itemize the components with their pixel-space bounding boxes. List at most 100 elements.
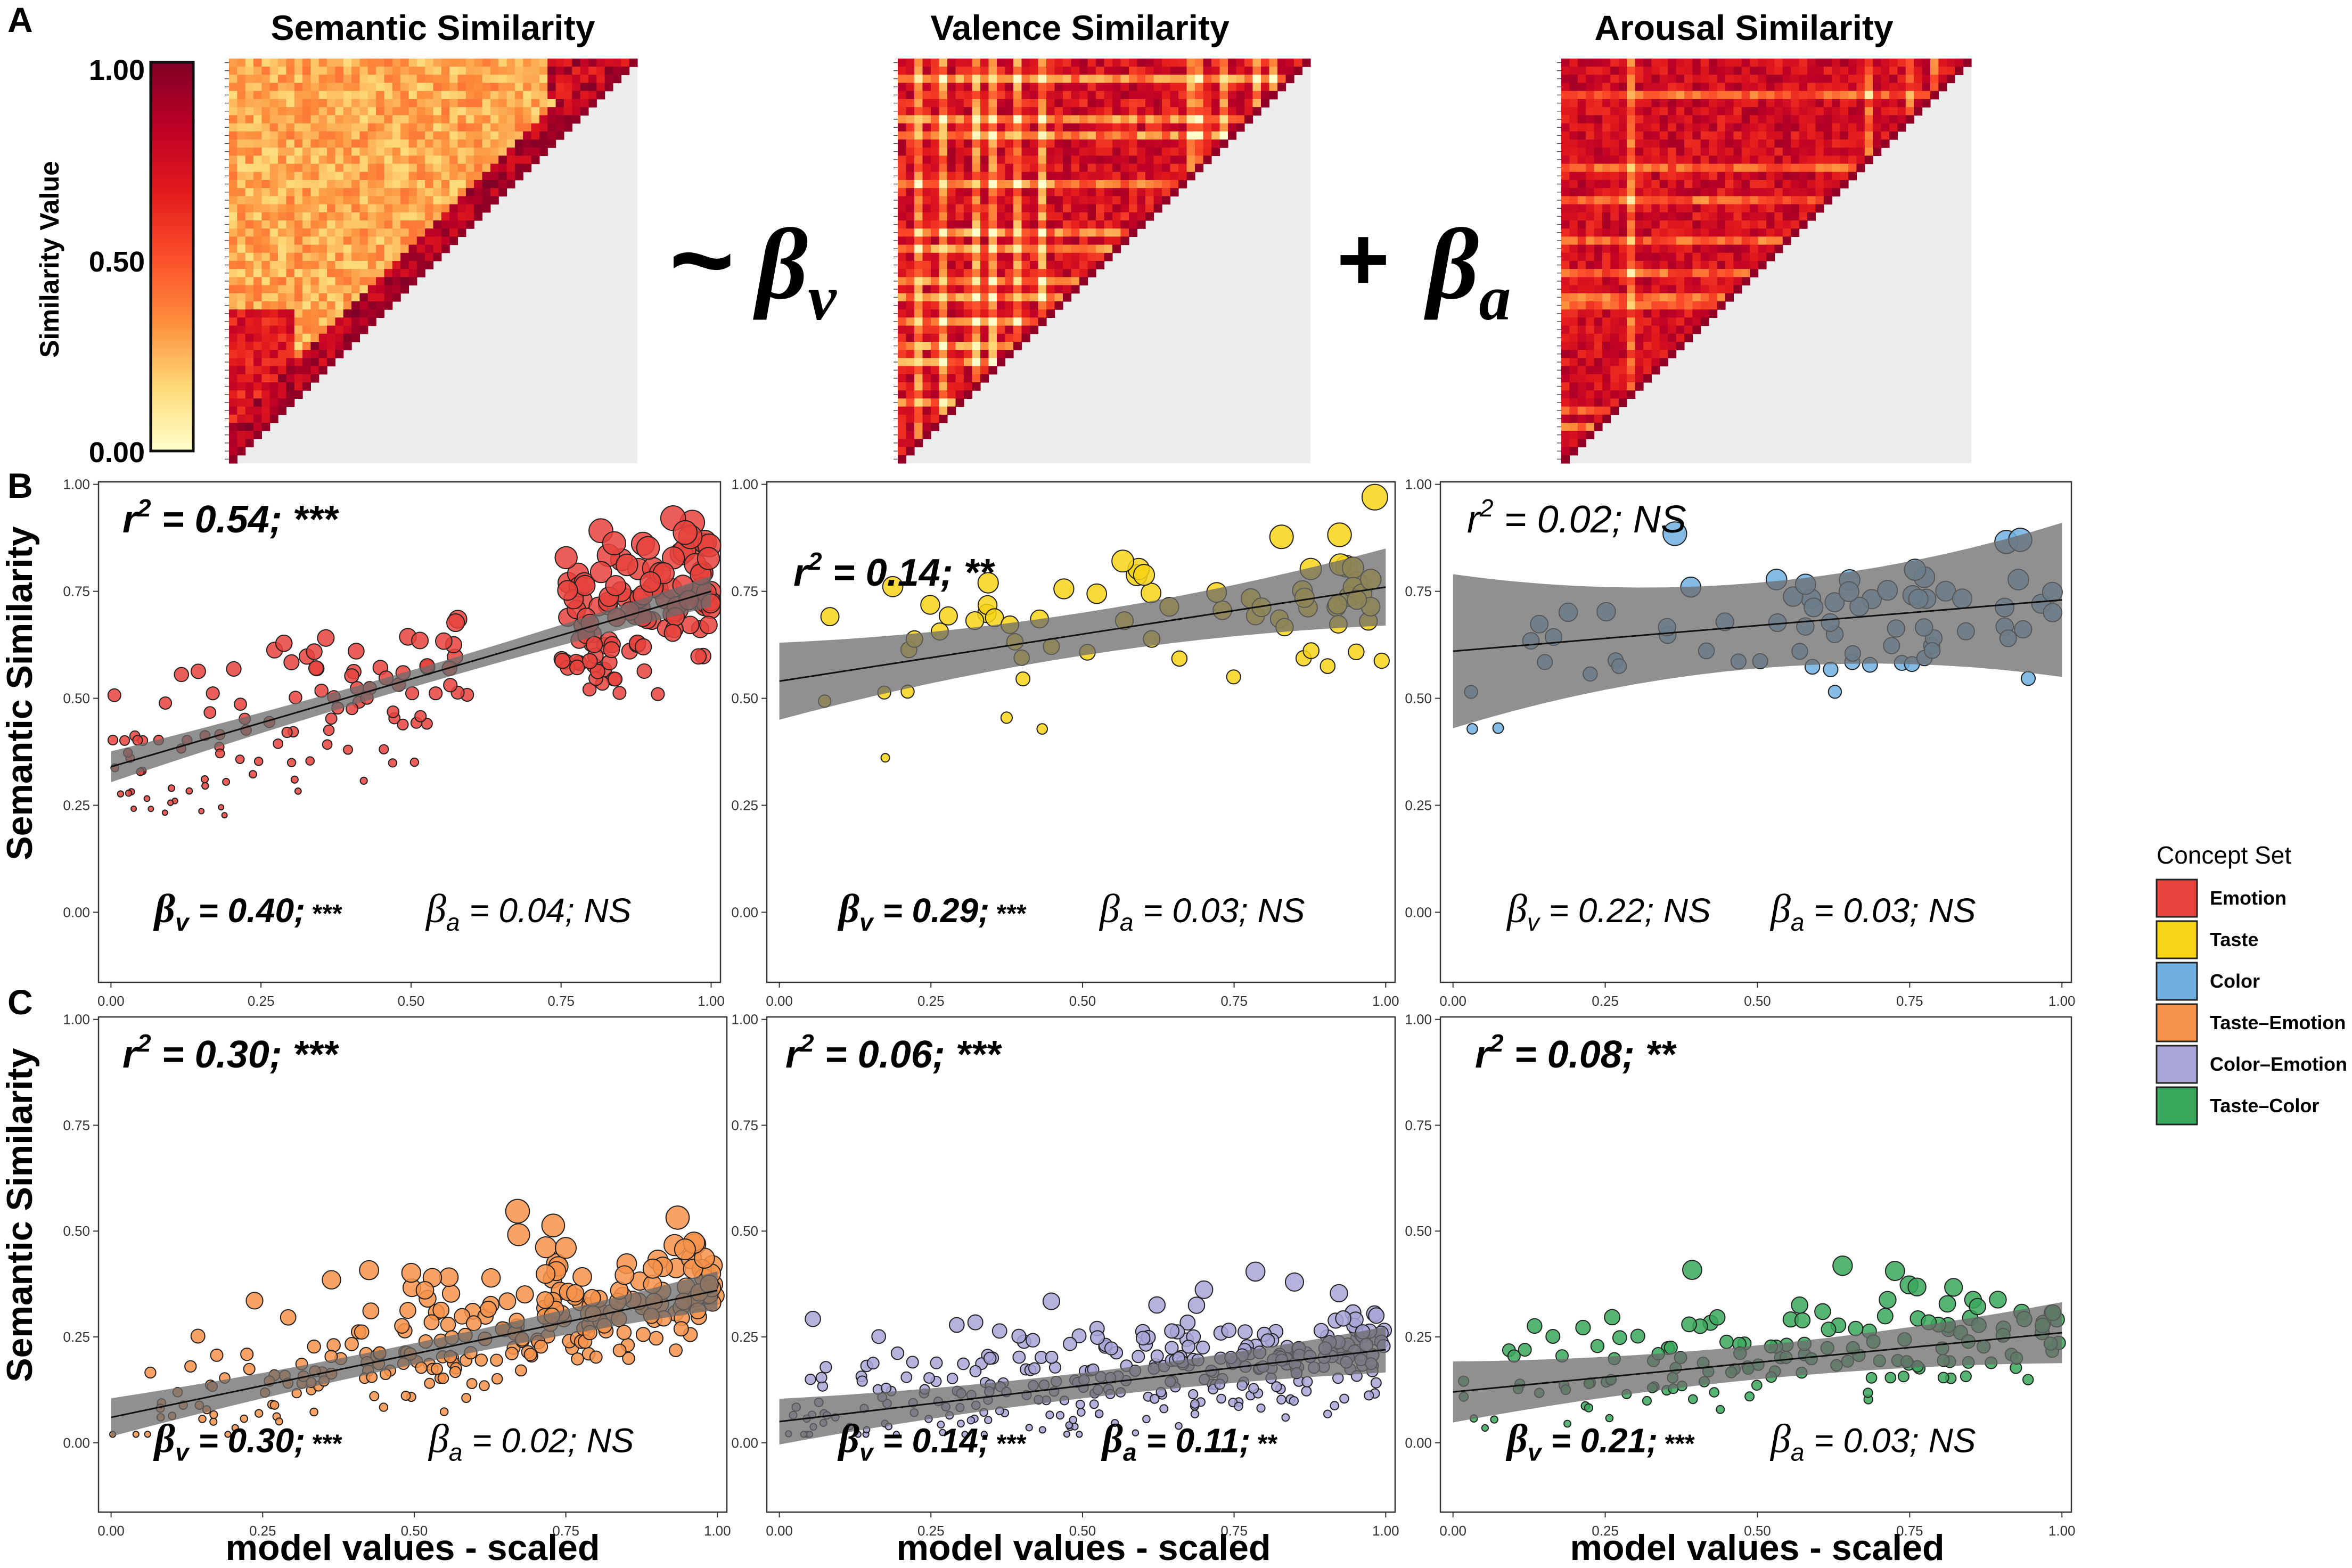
data-point (203, 706, 217, 719)
data-point (305, 756, 315, 766)
heatmap-cell (1782, 188, 1791, 196)
heatmap-cell (416, 220, 425, 229)
heatmap-cell (1651, 107, 1660, 116)
heatmap-cell (947, 293, 956, 302)
heatmap-cell (906, 342, 915, 350)
heatmap-cell (457, 123, 466, 132)
heatmap-cell (327, 147, 336, 156)
heatmap-cell (1799, 155, 1808, 165)
heatmap-cell (1791, 83, 1800, 92)
heatmap-cell (302, 261, 311, 269)
heatmap-cell (261, 220, 271, 229)
heatmap-cell (1013, 75, 1022, 84)
heatmap-cell (1030, 59, 1039, 67)
heatmap-cell (1774, 67, 1783, 75)
heatmap-cell (1178, 107, 1187, 116)
heatmap-cell (1112, 147, 1121, 156)
heatmap-cell (1162, 107, 1171, 116)
heatmap-cell (1823, 107, 1832, 116)
heatmap-cell (359, 188, 368, 196)
heatmap-cell (1676, 171, 1685, 180)
heatmap-cell (547, 99, 556, 108)
heatmap-cell (1120, 131, 1129, 140)
heatmap-cell (441, 212, 450, 221)
heatmap-cell (964, 293, 973, 302)
heatmap-cell (955, 285, 964, 294)
heatmap-cell (1627, 139, 1636, 148)
heatmap-cell (1643, 59, 1652, 67)
heatmap-cell (269, 269, 278, 277)
heatmap-cell (1021, 196, 1030, 205)
heatmap-cell (1815, 115, 1824, 124)
heatmap-cell (922, 147, 931, 156)
data-point (1276, 1394, 1286, 1405)
heatmap-cell (1145, 204, 1154, 213)
heatmap-cell (1741, 188, 1750, 196)
heatmap-cell (400, 59, 409, 67)
heatmap-cell (1046, 188, 1055, 196)
heatmap-cell (1766, 196, 1775, 205)
heatmap-cell (1717, 67, 1726, 75)
heatmap-cell (482, 180, 491, 188)
heatmap-cell (988, 333, 997, 342)
heatmap-cell (327, 261, 336, 269)
heatmap-cell (506, 139, 515, 148)
heatmap-cell (555, 107, 564, 116)
heatmap-cell (408, 228, 417, 237)
heatmap-cell (359, 91, 368, 100)
heatmap-cell (1569, 67, 1578, 75)
heatmap-cell (433, 131, 442, 140)
heatmap-cell (1725, 147, 1734, 156)
heatmap-cell (939, 277, 948, 286)
heatmap-cell (318, 293, 327, 302)
data-point (507, 1223, 530, 1246)
heatmap-cell (972, 99, 981, 108)
heatmap-cell (1203, 59, 1212, 67)
heatmap-cell (1873, 147, 1882, 156)
heatmap-cell (1203, 115, 1212, 124)
heatmap-cell (1676, 155, 1685, 165)
heatmap-cell (261, 423, 271, 431)
heatmap-cell (1129, 107, 1138, 116)
heatmap-cell (514, 83, 523, 92)
data-point (669, 1343, 683, 1358)
data-point (1042, 1292, 1061, 1310)
heatmap-cell (449, 99, 458, 108)
heatmap-cell (1170, 91, 1179, 100)
heatmap-cell (1635, 301, 1644, 310)
heatmap-cell (400, 139, 409, 148)
heatmap-cell (1030, 301, 1039, 310)
heatmap-cell (351, 99, 360, 108)
heatmap-cell (1791, 59, 1800, 67)
heatmap-cell (1594, 358, 1603, 367)
heatmap-cell (367, 317, 376, 326)
heatmap-cell (947, 147, 956, 156)
heatmap-cell (898, 236, 907, 245)
heatmap-cell (302, 212, 311, 221)
heatmap-cell (1561, 261, 1570, 269)
heatmap-cell (253, 277, 262, 286)
heatmap-cell (506, 99, 515, 108)
heatmap-cell (1030, 196, 1039, 205)
heatmap-cell (261, 382, 271, 391)
heatmap-cell (939, 228, 948, 237)
heatmap-cell (922, 107, 931, 116)
heatmap-cell (318, 123, 327, 132)
heatmap-cell (1635, 269, 1644, 277)
heatmap-cell (964, 83, 973, 92)
heatmap-cell (980, 325, 989, 334)
heatmap-cell (433, 163, 442, 173)
heatmap-cell (523, 67, 532, 75)
heatmap-cell (1071, 83, 1080, 92)
heatmap-cell (425, 59, 434, 67)
heatmap-cell (310, 67, 319, 75)
heatmap-cell (922, 423, 931, 431)
heatmap-cell (1823, 99, 1832, 108)
heatmap-cell (229, 301, 237, 310)
heatmap-cell (596, 75, 605, 84)
data-point (198, 1415, 207, 1423)
heatmap-cell (1676, 277, 1685, 286)
heatmap-cell (1096, 212, 1105, 221)
heatmap-cell (1569, 414, 1578, 423)
heatmap-cell (1659, 188, 1668, 196)
